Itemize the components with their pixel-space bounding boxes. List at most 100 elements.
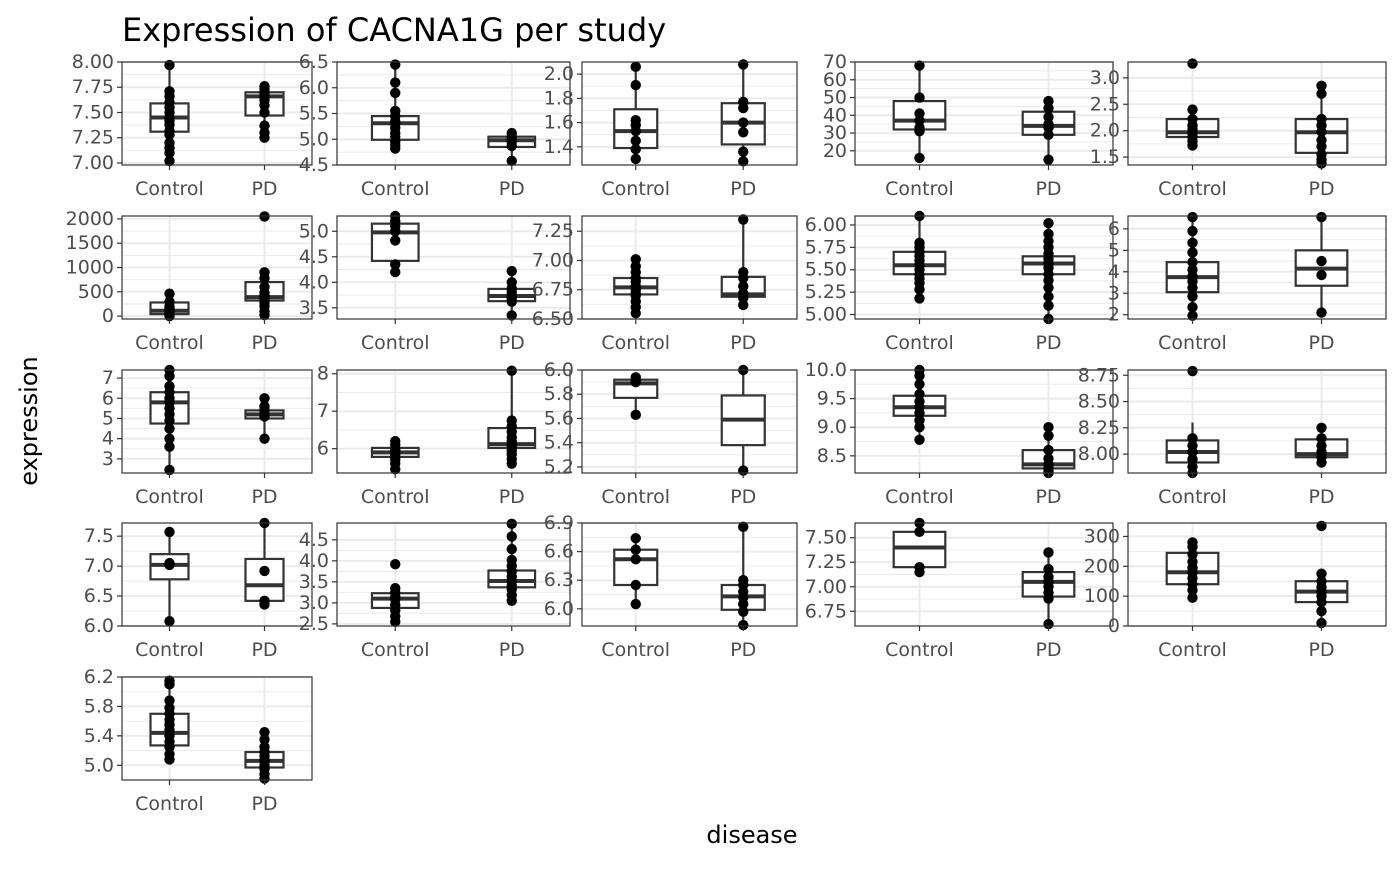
data-point	[164, 526, 175, 538]
data-point	[164, 441, 175, 452]
x-tick-label: PD	[1035, 486, 1061, 508]
data-point	[914, 284, 925, 295]
data-point	[164, 616, 175, 627]
data-point	[914, 60, 925, 71]
panel-border	[121, 61, 313, 166]
y-tick-label: 7.50	[72, 101, 114, 123]
data-point	[1187, 549, 1198, 560]
x-tick-label: Control	[601, 178, 670, 200]
data-point	[1187, 301, 1198, 313]
y-tick-label: 4	[102, 428, 114, 450]
data-point	[506, 595, 517, 606]
y-tick-label: 4.0	[299, 271, 329, 293]
y-tick-label: 1.6	[544, 112, 574, 134]
y-tick-label: 1500	[66, 232, 114, 254]
data-point	[914, 434, 925, 446]
data-point	[506, 518, 517, 530]
y-tick-label: 5	[1108, 239, 1120, 261]
x-tick-label: PD	[730, 332, 756, 354]
x-tick-label: PD	[730, 486, 756, 508]
x-tick-label: PD	[251, 178, 277, 200]
y-tick-label: 4.5	[299, 529, 329, 551]
y-tick-label: 5.0	[84, 754, 114, 776]
data-point	[1316, 457, 1327, 468]
data-point	[1187, 104, 1198, 115]
data-point	[630, 409, 641, 421]
panel-border	[121, 215, 313, 320]
x-tick-label: PD	[1308, 639, 1334, 661]
y-tick-label: 6.6	[544, 541, 574, 563]
y-tick-label: 3	[1108, 282, 1120, 304]
data-point	[914, 379, 925, 390]
data-point	[259, 773, 270, 784]
y-tick-label: 5.5	[299, 103, 329, 125]
data-point	[259, 565, 270, 577]
data-point	[1043, 129, 1054, 141]
y-tick-label: 200	[1084, 555, 1120, 577]
x-tick-label: PD	[499, 486, 525, 508]
y-tick-label: 4	[1108, 261, 1120, 283]
box-pd	[720, 370, 766, 471]
data-point	[164, 288, 175, 299]
panel-border	[1127, 522, 1387, 627]
panel-20: 0 100 200 300 Control PD	[1084, 520, 1387, 661]
data-point	[164, 59, 175, 71]
panel-background	[582, 216, 797, 319]
panel-21: 5.0 5.4 5.8 6.2 Control PD	[84, 666, 313, 815]
y-tick-label: 500	[78, 281, 114, 303]
data-point	[506, 265, 517, 277]
data-point	[914, 526, 925, 538]
y-axis-title: expression	[15, 356, 43, 485]
data-point	[1043, 282, 1054, 293]
data-point	[1043, 122, 1054, 133]
data-point	[390, 59, 401, 70]
data-point	[1187, 282, 1198, 294]
data-point	[1316, 211, 1327, 223]
data-point	[630, 79, 641, 91]
data-point	[1187, 365, 1198, 377]
data-point	[630, 61, 641, 73]
data-point	[390, 143, 401, 154]
data-point	[506, 458, 517, 469]
data-point	[506, 155, 517, 167]
panel-border	[1127, 61, 1387, 166]
data-point	[390, 616, 401, 627]
panel-border	[336, 61, 571, 166]
data-point	[630, 544, 641, 555]
y-tick-label: 6.3	[544, 569, 574, 591]
data-point	[1316, 80, 1327, 91]
data-point	[630, 554, 641, 565]
data-point	[738, 146, 749, 157]
panel-8: 6.50 6.75 7.00 7.25 Control PD	[532, 214, 798, 354]
data-point	[738, 102, 749, 114]
data-point	[1187, 225, 1198, 237]
panel-3: 1.41.6 1.82.0 Control PD	[544, 59, 798, 200]
y-tick-label: 5	[102, 407, 114, 429]
x-tick-label: PD	[1308, 486, 1334, 508]
y-tick-label: 7.25	[532, 220, 574, 242]
data-point	[1316, 568, 1327, 579]
y-tick-label: 5.0	[299, 220, 329, 242]
y-tick-label: 5.8	[544, 383, 574, 405]
y-tick-label: 1000	[66, 257, 114, 279]
y-tick-label: 7	[102, 367, 114, 389]
x-tick-label: Control	[135, 178, 204, 200]
data-point	[1043, 291, 1054, 302]
y-tick-label: 8.75	[1078, 364, 1120, 386]
data-point	[914, 388, 925, 400]
panel-18: 6.0 6.3 6.6 6.9 Control PD	[544, 512, 798, 661]
y-tick-label: 6	[102, 387, 114, 409]
data-point	[1187, 237, 1198, 249]
data-point	[1316, 422, 1327, 434]
x-tick-label: PD	[251, 793, 277, 815]
data-point	[914, 92, 925, 103]
data-point	[1187, 592, 1198, 603]
data-point	[738, 521, 749, 533]
data-point	[1316, 269, 1327, 281]
x-tick-label: Control	[1158, 178, 1227, 200]
data-point	[1187, 541, 1198, 553]
data-point	[1187, 454, 1198, 465]
y-tick-label: 7	[317, 400, 329, 422]
data-point	[506, 365, 517, 376]
